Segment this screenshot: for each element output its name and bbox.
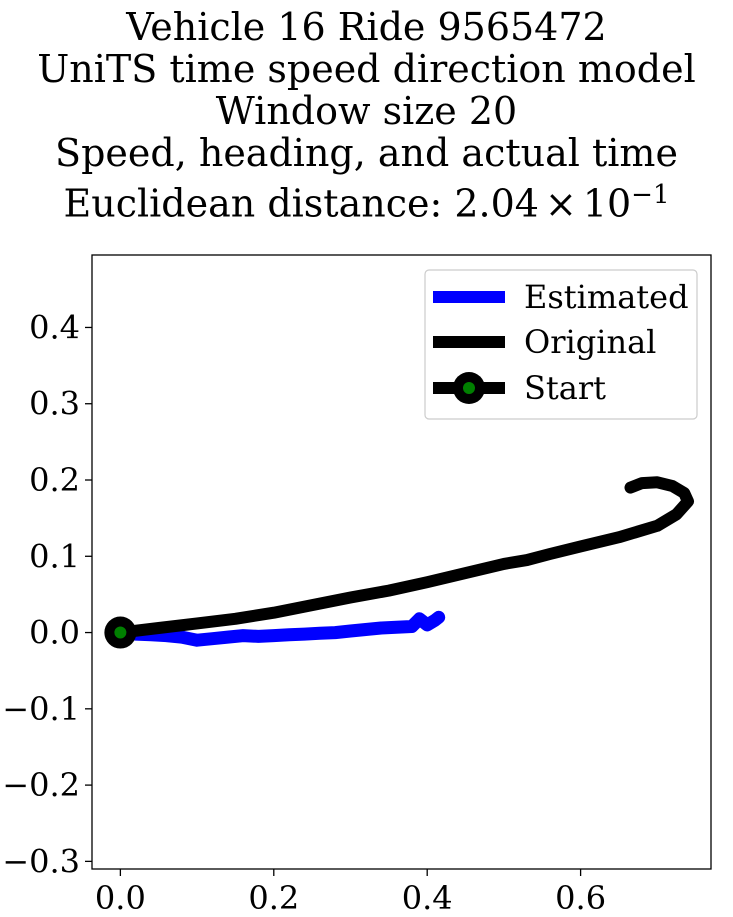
title-line-4: Speed, heading, and actual time [55, 131, 678, 175]
series-line-estimated [113, 610, 446, 647]
series-layer [104, 476, 694, 649]
legend-label-estimated: Estimated [524, 278, 689, 316]
y-tick-label: 0.4 [29, 308, 80, 346]
title-line-2: UniTS time speed direction model [37, 47, 696, 91]
x-tick-label: 0.6 [555, 879, 606, 917]
x-tick-label: 0.0 [95, 879, 146, 917]
legend-label-start: Start [524, 369, 606, 407]
legend-start-marker-point [463, 382, 475, 394]
y-tick-label: 0.3 [29, 385, 80, 423]
title-line-5: Euclidean distance: 2.04 × 10−1 [0, 174, 733, 225]
start-marker-point [114, 626, 127, 639]
series-line-original [114, 476, 694, 639]
x-tick-label: 0.2 [248, 879, 299, 917]
distance-base: 10 [582, 181, 632, 226]
axes-layer: 0.0 0.2 0.4 0.6 −0.3 −0.2 −0.1 0.0 0.1 0.2 0.3 0.4 [2, 254, 712, 917]
legend: Estimated Original Start [424, 269, 698, 420]
legend-box [424, 269, 698, 420]
plot-frame [91, 254, 712, 870]
distance-exponent: −1 [631, 180, 670, 210]
y-tick-label: −0.1 [2, 690, 80, 728]
legend-label-original: Original [524, 323, 656, 361]
y-tick-label: 0.2 [29, 461, 80, 499]
title-line-3: Window size 20 [215, 89, 518, 133]
title-line-5-text: Euclidean distance: [63, 181, 455, 226]
distance-mantissa: 2.04 [454, 181, 539, 226]
title-line-1: Vehicle 16 Ride 9565472 [126, 5, 607, 49]
y-tick-label: 0.1 [29, 537, 80, 575]
distance-times: × [544, 181, 577, 226]
y-tick-label: 0.0 [29, 614, 80, 652]
y-tick-label: −0.3 [2, 842, 80, 880]
y-tick-label: −0.2 [2, 766, 80, 804]
x-tick-label: 0.4 [402, 879, 453, 917]
